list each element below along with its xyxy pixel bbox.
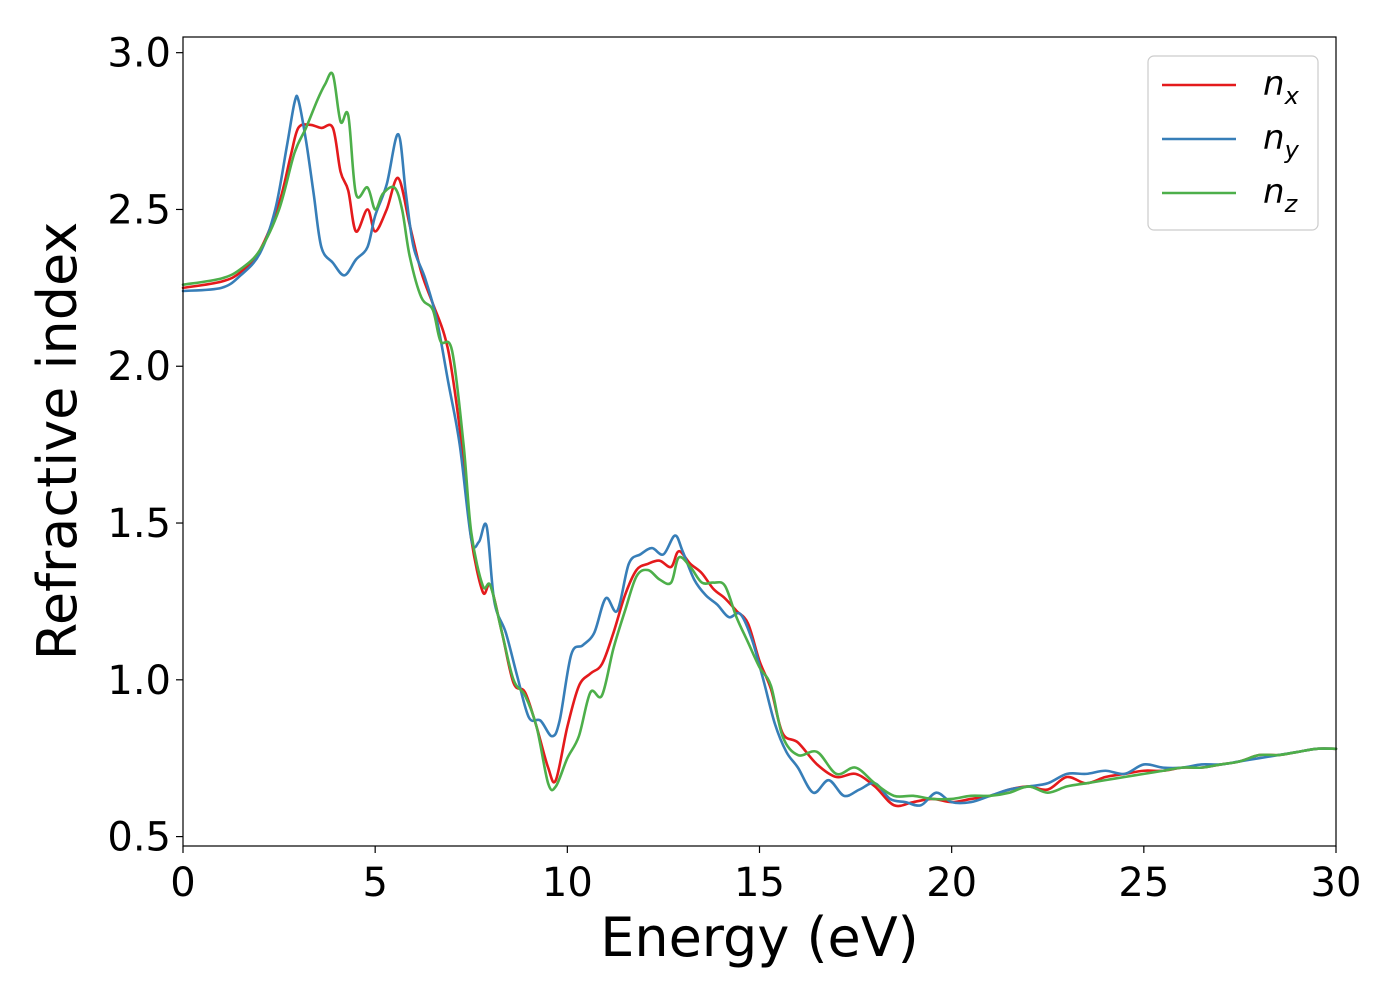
legend-box — [1147, 55, 1319, 231]
y-tick-label: 0.5 — [107, 815, 171, 861]
series-line-y — [181, 94, 1338, 807]
x-axis-title: Energy (eV) — [600, 906, 919, 969]
series-layer — [181, 71, 1338, 808]
x-tick-label: 5 — [362, 860, 387, 906]
y-tick-label: 1.5 — [107, 501, 171, 547]
y-axis-title: Refractive index — [26, 222, 89, 661]
x-tick-label: 15 — [734, 860, 785, 906]
series-line-z — [181, 71, 1338, 801]
plot-area — [183, 37, 1336, 846]
x-tick-label: 30 — [1311, 860, 1362, 906]
legend: nx ny nz — [1147, 55, 1319, 231]
x-tick-label: 20 — [926, 860, 977, 906]
x-tick-label: 0 — [170, 860, 195, 906]
legend-label-y: ny — [1263, 118, 1300, 164]
x-tick-label: 25 — [1118, 860, 1169, 906]
y-tick-label: 1.0 — [107, 658, 171, 704]
legend-items: nx ny nz — [1162, 64, 1300, 218]
y-tick-label: 2.5 — [107, 187, 171, 233]
x-axis: 0 5 10 15 20 25 30 — [170, 846, 1361, 906]
legend-label-z: nz — [1263, 172, 1299, 218]
y-tick-label: 2.0 — [107, 344, 171, 390]
x-tick-label: 10 — [542, 860, 593, 906]
legend-label-x: nx — [1263, 64, 1300, 110]
y-tick-label: 3.0 — [107, 31, 171, 77]
series-line-x — [181, 123, 1338, 808]
y-axis: 0.5 1.0 1.5 2.0 2.5 3.0 — [107, 31, 183, 861]
